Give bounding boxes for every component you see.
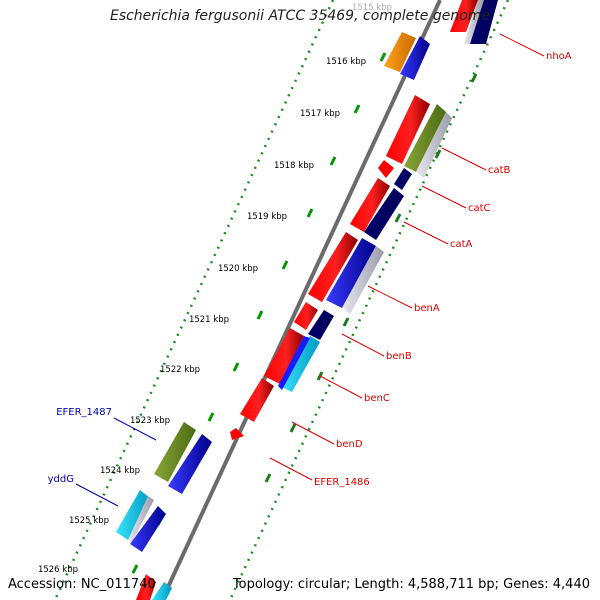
tick-mark: [329, 156, 337, 166]
tick-mark: [306, 208, 314, 218]
gene-block-orange[interactable]: [384, 32, 416, 72]
tick-mark: [232, 362, 240, 372]
callout-line-nhoA: [499, 33, 545, 57]
gene-block-benA[interactable]: [326, 238, 376, 308]
tick-mark: [353, 104, 361, 114]
gene-block-bottom-red[interactable]: [136, 574, 156, 600]
gene-label-benB[interactable]: benB: [386, 351, 412, 362]
callout-line-benC: [319, 375, 363, 399]
callout-line-EFER_1486: [269, 457, 313, 481]
callout-line-benD: [291, 421, 335, 445]
tick-label: 1523 kbp: [130, 416, 170, 426]
gene-block-top-navy[interactable]: [470, 0, 498, 44]
outer-track-mark: [394, 213, 402, 223]
callout-line-EFER_1487: [113, 417, 157, 441]
gene-block-benB-red[interactable]: [294, 302, 318, 330]
gene-block-benB[interactable]: [308, 310, 334, 340]
tick-mark: [256, 310, 264, 320]
gene-block-bottom-cyan[interactable]: [152, 582, 172, 600]
outer-track-mark: [264, 473, 272, 483]
tick-label: 1518 kbp: [274, 161, 314, 171]
outer-track-mark: [342, 317, 350, 327]
gene-label-benC[interactable]: benC: [364, 393, 390, 404]
gene-label-benA[interactable]: benA: [414, 303, 440, 314]
gene-label-catB[interactable]: catB: [488, 165, 511, 176]
gene-block-EFER_1487-blue[interactable]: [168, 434, 212, 494]
gene-block-catB[interactable]: [386, 95, 430, 164]
tick-label: 1526 kbp: [38, 565, 78, 575]
tick-mark: [207, 412, 215, 422]
map-title: Escherichia fergusonii ATCC 35469, compl…: [109, 8, 491, 24]
gene-block-nhoA[interactable]: [450, 0, 478, 32]
outer-track-mark: [434, 149, 442, 159]
gene-block-yddG[interactable]: [116, 490, 150, 540]
gene-block-catC[interactable]: [394, 168, 412, 190]
tick-label: 1517 kbp: [300, 109, 340, 119]
tick-marks: [131, 52, 387, 574]
outer-dotted-guide: [228, 0, 510, 600]
gene-block-EFER_1487[interactable]: [154, 422, 196, 482]
gene-label-EFER_1487[interactable]: EFER_1487: [56, 407, 112, 418]
tick-label: 1525 kbp: [69, 516, 109, 526]
gene-block-benC[interactable]: [280, 336, 320, 392]
gene-label-catA[interactable]: catA: [450, 239, 473, 250]
callout-line-catA: [403, 221, 449, 245]
gene-block-EFER_1486[interactable]: [230, 428, 244, 440]
tick-label: 1516 kbp: [326, 57, 366, 67]
gene-block-benD[interactable]: [240, 378, 274, 422]
gene-block-benA-red[interactable]: [308, 232, 358, 302]
gene-block-catA-red[interactable]: [350, 178, 390, 232]
gene-block-catB-olive[interactable]: [404, 104, 446, 172]
gene-block-yddG-gray: [128, 496, 154, 542]
tick-label: 1521 kbp: [189, 315, 229, 325]
outer-track-mark: [470, 73, 478, 83]
gene-block-yddG-blue[interactable]: [130, 506, 166, 552]
genome-summary: Topology: circular; Length: 4,588,711 bp…: [232, 577, 590, 592]
outer-track-mark: [289, 423, 297, 433]
callout-line-benA: [367, 285, 413, 309]
gene-block-blue-1516[interactable]: [400, 36, 430, 80]
callout-line-benB: [341, 333, 385, 357]
tick-label: 1520 kbp: [218, 264, 258, 274]
gene-block-top-gray: [464, 0, 484, 44]
gene-label-catC[interactable]: catC: [468, 203, 491, 214]
tick-label: 1519 kbp: [247, 212, 287, 222]
callout-line-catC: [421, 185, 467, 209]
gene-block-benC-red[interactable]: [264, 328, 304, 384]
gene-label-nhoA[interactable]: nhoA: [546, 51, 572, 62]
tick-mark: [281, 260, 289, 270]
tick-label: 1515 kbp: [352, 3, 392, 13]
callout-line-catB: [441, 147, 487, 171]
inner-dotted-guide: [53, 0, 335, 600]
gene-label-EFER_1486[interactable]: EFER_1486: [314, 477, 370, 488]
gene-block-benA-gray: [342, 246, 384, 314]
tick-mark: [379, 52, 387, 62]
genome-backbone: [160, 0, 442, 600]
gene-label-benD[interactable]: benD: [336, 439, 363, 450]
gene-block-catC-red[interactable]: [378, 160, 394, 178]
gene-label-yddG[interactable]: yddG: [48, 474, 74, 485]
tick-label: 1522 kbp: [160, 365, 200, 375]
accession-label: Accession: NC_011740: [8, 577, 156, 592]
tick-label: 1524 kbp: [100, 466, 140, 476]
tick-mark: [131, 564, 139, 574]
gene-block-catA[interactable]: [364, 188, 404, 240]
gene-block-benC-blue: [278, 336, 310, 390]
callout-line-yddG: [75, 483, 119, 507]
gene-block-catB-gray: [416, 112, 452, 178]
outer-track-marks: [264, 73, 478, 483]
